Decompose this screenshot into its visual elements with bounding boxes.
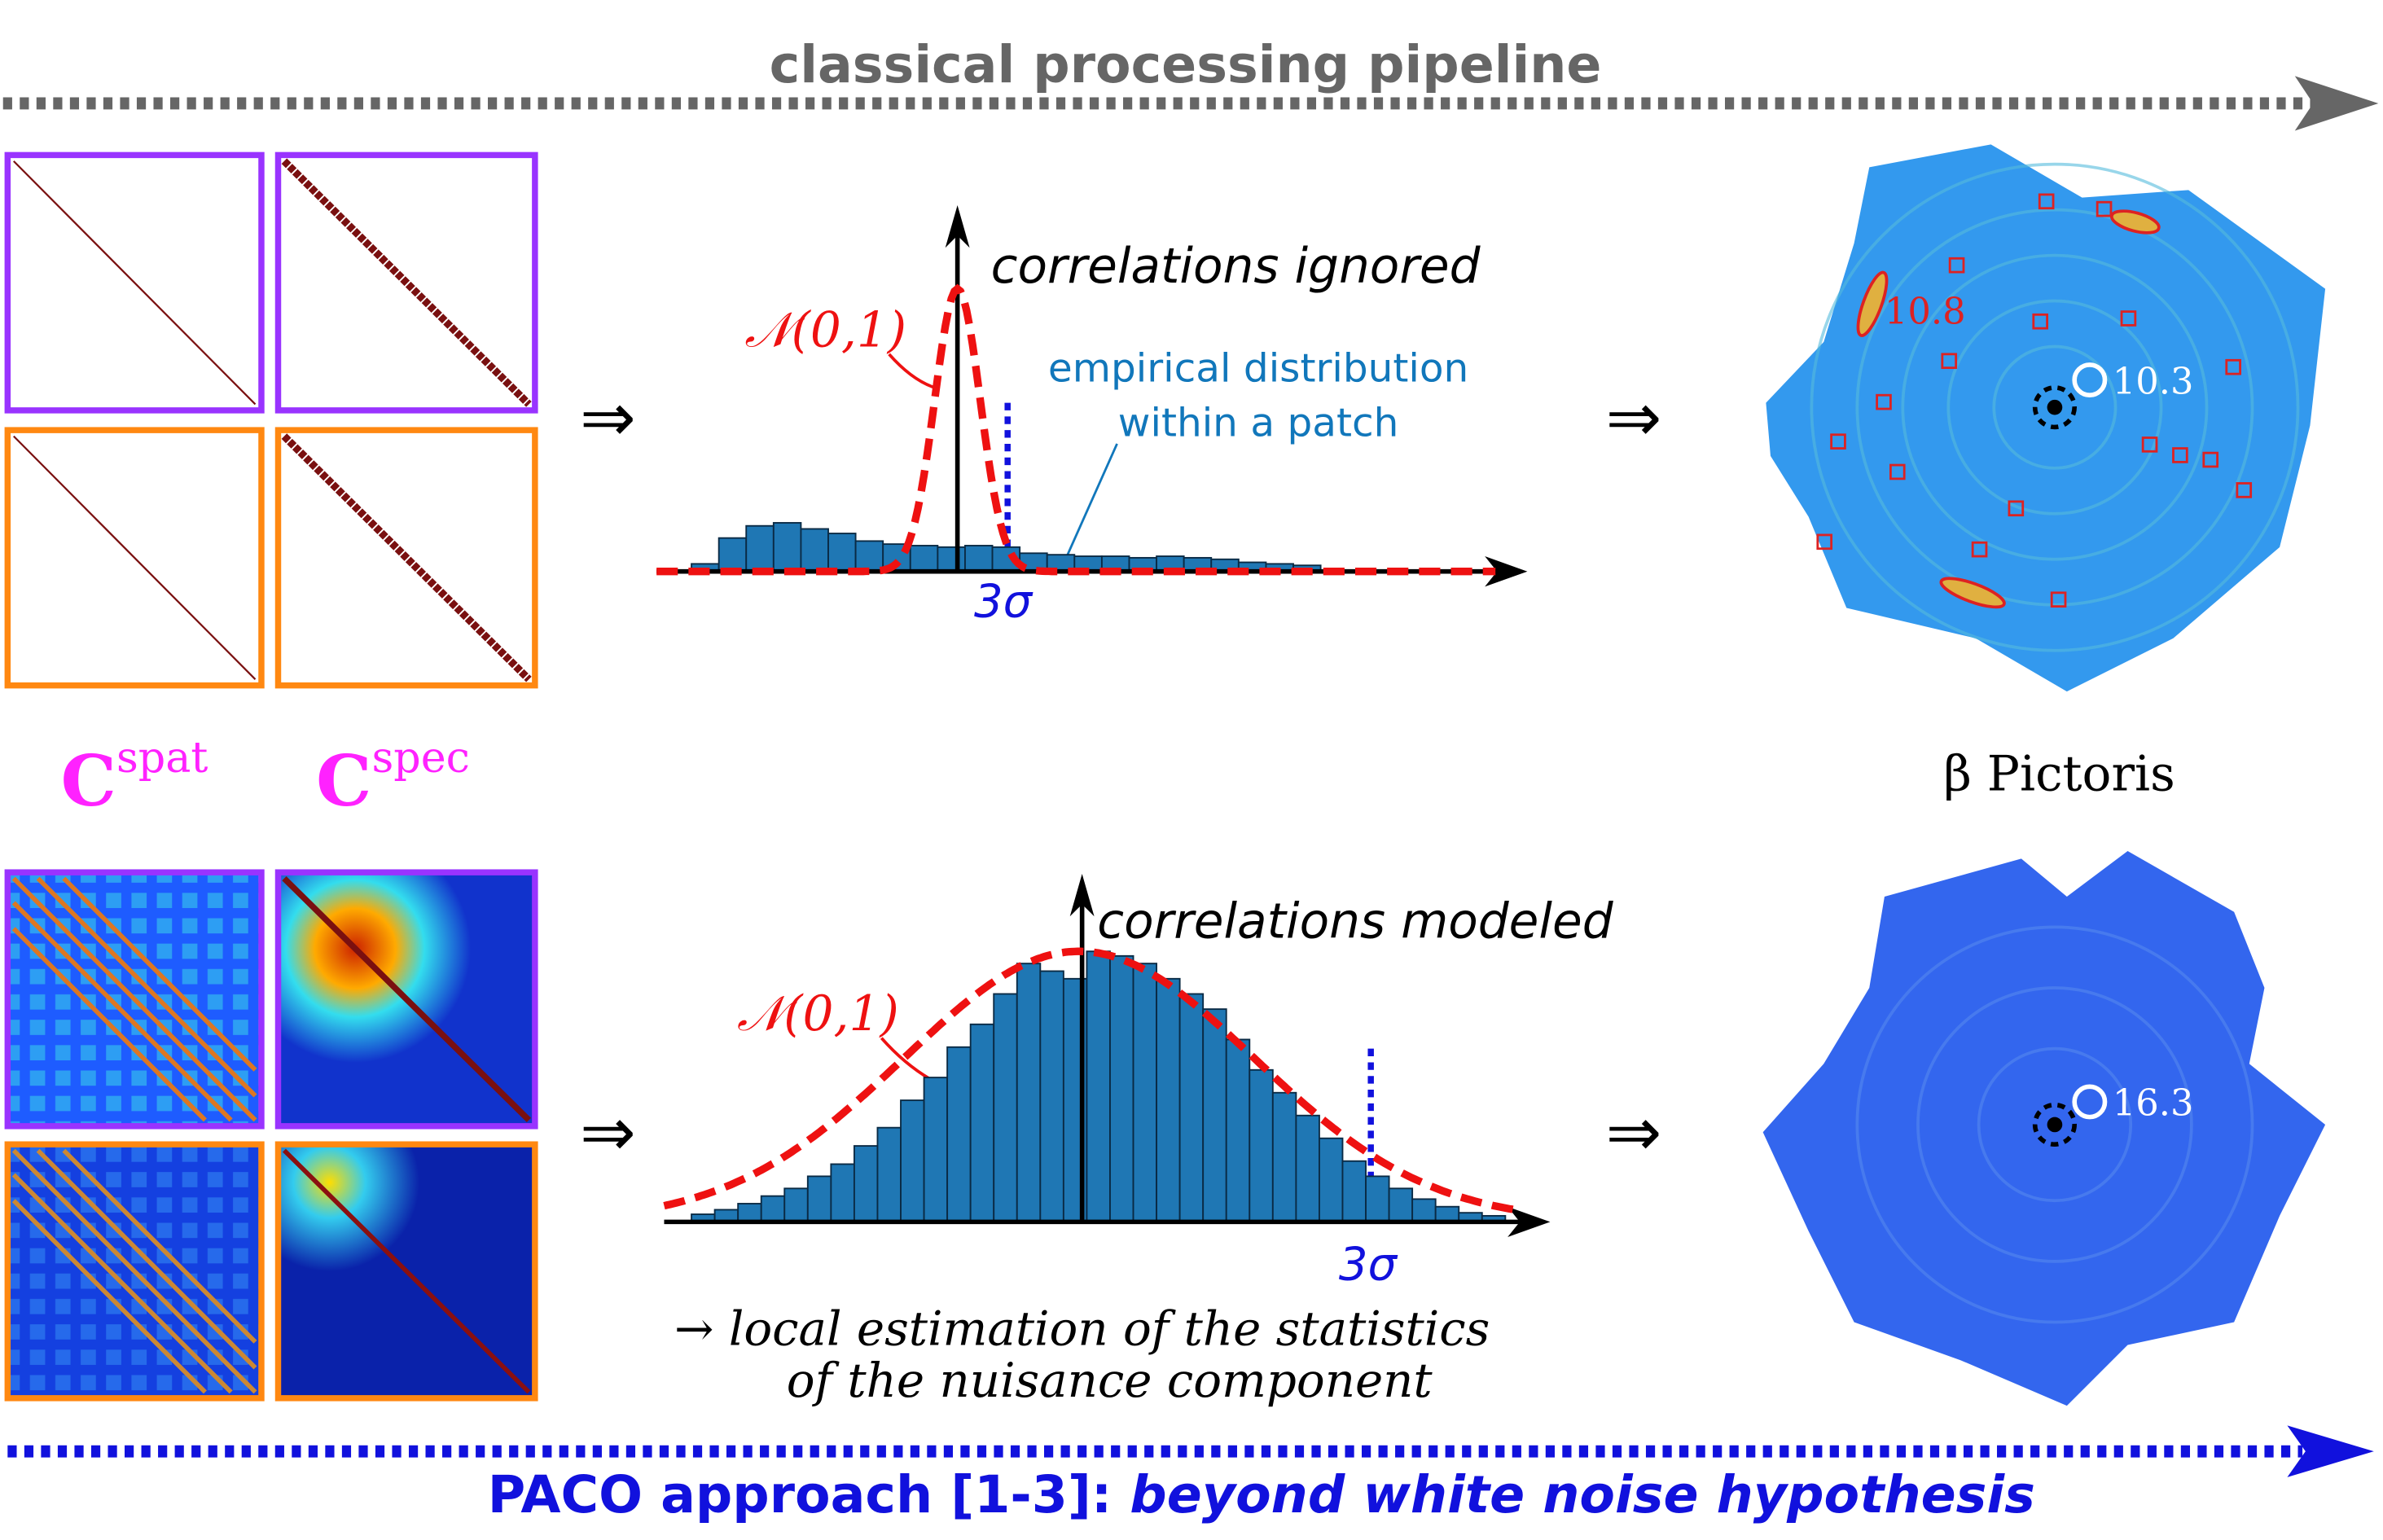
detection-label: 10.3 — [2113, 359, 2194, 402]
header-title: classical processing pipeline — [770, 34, 1602, 94]
panel-title: correlations ignored — [991, 239, 1481, 295]
histogram-bar — [830, 1163, 855, 1223]
histogram-bar — [1202, 1008, 1227, 1223]
histogram-bar — [1225, 1038, 1251, 1223]
histogram-bar — [900, 1099, 925, 1223]
histogram-bar — [1319, 1137, 1344, 1223]
histogram-bar — [909, 545, 939, 573]
histogram-bar — [1388, 1187, 1414, 1223]
histogram-bar — [876, 1126, 902, 1223]
label-leader — [888, 353, 936, 389]
matrix-label: Cspec — [316, 734, 470, 823]
annotation: empirical distribution — [1048, 345, 1468, 391]
matrix-label: Cspat — [61, 734, 208, 823]
threshold-label: 3σ — [974, 576, 1034, 629]
implies-arrow: ⇒ — [1606, 1094, 1662, 1171]
footer-prefix: PACO approach [1-3]: — [488, 1464, 1130, 1525]
histogram-bar — [800, 528, 829, 573]
histogram-bar — [964, 545, 994, 573]
arrow-head — [2287, 1425, 2374, 1477]
histogram-bar — [1249, 1068, 1274, 1223]
histogram-bar — [760, 1195, 786, 1223]
histogram-bar — [745, 524, 775, 573]
axis-head — [1485, 556, 1528, 587]
histogram-bar — [806, 1175, 832, 1223]
label-leader — [880, 1037, 931, 1081]
footer-title: PACO approach [1-3]: beyond white noise … — [488, 1464, 2035, 1525]
label-base: C — [61, 740, 116, 823]
histogram-bar — [783, 1187, 809, 1223]
histogram-bar — [1365, 1175, 1390, 1223]
panel-title: correlations modeled — [1097, 893, 1613, 950]
implies-arrow: ⇒ — [1606, 380, 1662, 457]
gaussian-curve — [663, 947, 1519, 1214]
axis-head — [1069, 874, 1095, 917]
histogram-bar — [1016, 963, 1042, 1223]
detection-label: 16.3 — [2113, 1082, 2194, 1125]
axis-head — [945, 204, 970, 248]
histogram-bar — [1109, 954, 1134, 1223]
label-sup: spat — [116, 734, 208, 783]
histogram-bar — [718, 537, 748, 573]
matrices-bottom — [4, 869, 538, 1402]
gaussian-curve — [656, 283, 1496, 576]
histogram-bar — [993, 993, 1018, 1223]
arrow-head — [2294, 76, 2379, 131]
histogram-bar — [1132, 963, 1158, 1223]
annotation-leader — [1065, 443, 1118, 557]
histogram-bar — [853, 1145, 879, 1223]
annotation: within a patch — [1118, 401, 1399, 446]
histogram-bar — [1411, 1198, 1437, 1223]
label-base: C — [316, 740, 371, 823]
histogram-bar — [1156, 977, 1181, 1223]
footer-emphasis: beyond white noise hypothesis — [1130, 1464, 2035, 1525]
threshold-label: 3σ — [1339, 1238, 1398, 1291]
histogram-bar — [1178, 993, 1205, 1223]
axis-head — [1507, 1206, 1551, 1238]
implies-arrow: ⇒ — [580, 380, 636, 457]
gaussian-label: 𝒩(0,1) — [744, 303, 906, 359]
histogram-bar — [923, 1077, 949, 1223]
histogram-bar — [1086, 950, 1111, 1223]
gaussian-label: 𝒩(0,1) — [737, 986, 899, 1042]
histogram-bar — [937, 546, 966, 573]
histogram-bar — [1295, 1114, 1320, 1223]
histogram-bar — [827, 533, 857, 573]
histogram-bar — [1039, 970, 1064, 1223]
histogram-bar — [946, 1046, 972, 1223]
label-sup: spec — [371, 734, 469, 783]
footnote: → local estimation of the statistics — [674, 1301, 1490, 1357]
detection-map-bottom — [1762, 851, 2326, 1406]
histogram-bar — [1271, 1091, 1297, 1223]
implies-arrow: ⇒ — [580, 1094, 636, 1171]
detection-map-top — [1766, 144, 2326, 692]
matrices-top — [4, 151, 538, 689]
histogram-bar — [772, 522, 802, 573]
target-caption: β Pictoris — [1943, 746, 2175, 802]
detection-label: 10.8 — [1885, 290, 1966, 333]
histogram-bar — [1341, 1160, 1367, 1223]
footnote: of the nuisance component — [787, 1353, 1433, 1408]
histogram-bar — [854, 540, 884, 573]
histogram-bar — [737, 1203, 762, 1223]
histogram-bar — [969, 1023, 995, 1223]
